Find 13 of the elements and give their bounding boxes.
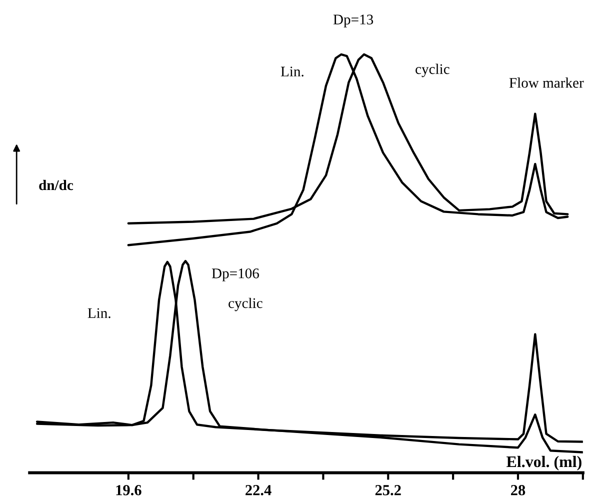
annotation: cyclic (228, 298, 262, 312)
annotation: Lin. (280, 66, 304, 77)
x-tick-label: 25.2 (375, 485, 401, 496)
text: Dp=13 (333, 14, 374, 28)
x-tick-label: 22.4 (246, 485, 272, 496)
x-axis-title: El.vol. (ml) (506, 456, 582, 470)
annotation: Flow marker (509, 78, 584, 88)
x-tick-label: 28 (510, 485, 526, 496)
annotation: Lin. (88, 308, 110, 318)
annotation: cyclic (416, 64, 450, 78)
y-axis-title: dn/dc (39, 180, 74, 190)
x-tick-label: 19.6 (116, 485, 142, 496)
annotation: Dp=106 (212, 268, 259, 282)
